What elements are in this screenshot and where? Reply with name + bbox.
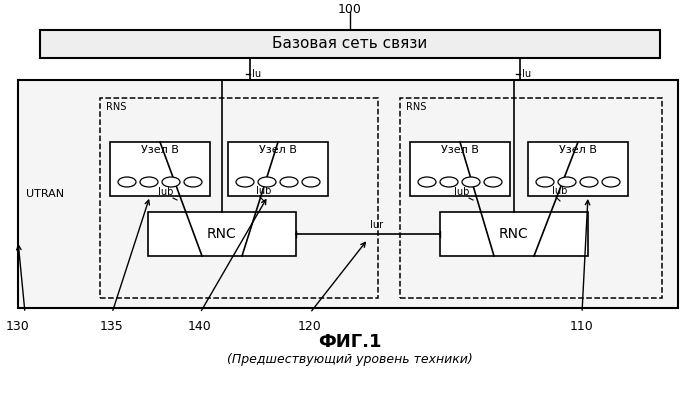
Text: (Предшествующий уровень техники): (Предшествующий уровень техники) — [227, 354, 473, 366]
Text: 140: 140 — [188, 320, 212, 333]
Text: Узел B: Узел B — [441, 145, 479, 155]
Text: 110: 110 — [570, 320, 594, 333]
Ellipse shape — [558, 177, 576, 187]
Text: 130: 130 — [6, 320, 30, 333]
Text: Iub: Iub — [552, 186, 568, 196]
Text: RNS: RNS — [106, 102, 127, 112]
Text: Iu: Iu — [522, 69, 531, 79]
Text: Узел B: Узел B — [559, 145, 597, 155]
Text: Узел B: Узел B — [141, 145, 179, 155]
Text: RNS: RNS — [406, 102, 426, 112]
Bar — [40, 30, 660, 58]
Text: 120: 120 — [298, 320, 322, 333]
Ellipse shape — [536, 177, 554, 187]
Text: Iub: Iub — [158, 187, 173, 197]
Text: Базовая сеть связи: Базовая сеть связи — [273, 37, 428, 52]
Text: 100: 100 — [338, 3, 362, 16]
Bar — [410, 142, 510, 196]
Text: ФИГ.1: ФИГ.1 — [318, 333, 382, 351]
Bar — [528, 142, 628, 196]
Ellipse shape — [184, 177, 202, 187]
Ellipse shape — [440, 177, 458, 187]
Ellipse shape — [580, 177, 598, 187]
Ellipse shape — [418, 177, 436, 187]
Ellipse shape — [162, 177, 180, 187]
Bar — [148, 212, 296, 256]
Ellipse shape — [236, 177, 254, 187]
Text: Iur: Iur — [370, 220, 383, 230]
Bar — [100, 98, 378, 298]
Text: 135: 135 — [100, 320, 124, 333]
Bar — [18, 80, 678, 308]
Text: Iu: Iu — [252, 69, 261, 79]
Text: RNC: RNC — [207, 227, 237, 241]
Bar — [400, 98, 662, 298]
Ellipse shape — [602, 177, 620, 187]
Ellipse shape — [280, 177, 298, 187]
Bar — [110, 142, 210, 196]
Text: Узел B: Узел B — [259, 145, 297, 155]
Bar — [440, 212, 588, 256]
Text: Iub: Iub — [256, 186, 271, 196]
Text: RNC: RNC — [499, 227, 529, 241]
Ellipse shape — [118, 177, 136, 187]
Ellipse shape — [140, 177, 158, 187]
Text: Iub: Iub — [454, 187, 469, 197]
Ellipse shape — [484, 177, 502, 187]
Ellipse shape — [462, 177, 480, 187]
Bar — [228, 142, 328, 196]
Ellipse shape — [258, 177, 276, 187]
Ellipse shape — [302, 177, 320, 187]
Text: UTRAN: UTRAN — [26, 189, 64, 199]
